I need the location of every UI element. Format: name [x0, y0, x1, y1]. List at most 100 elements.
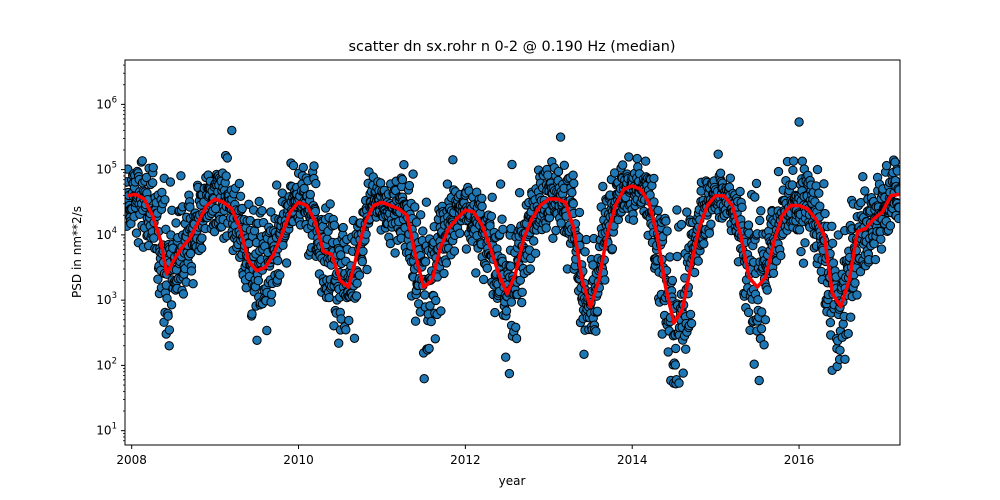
scatter-point — [497, 214, 507, 224]
scatter-point — [397, 174, 408, 185]
scatter-point — [185, 202, 195, 212]
scatter-point — [591, 326, 601, 336]
scatter-point — [430, 334, 440, 344]
scatter-point — [324, 292, 334, 303]
scatter-point — [485, 221, 495, 231]
scatter-point — [713, 149, 723, 159]
scatter-point — [275, 270, 285, 280]
scatter-point — [486, 211, 497, 222]
y-tick-label: 103 — [96, 291, 117, 307]
scatter-point — [743, 307, 754, 318]
scatter-point — [794, 225, 805, 235]
scatter-point — [568, 199, 578, 209]
scatter-point — [671, 343, 681, 354]
scatter-point — [354, 270, 365, 280]
scatter-point — [507, 159, 517, 170]
y-tick-label: 104 — [96, 226, 117, 242]
scatter-point — [725, 173, 735, 183]
scatter-point — [568, 170, 578, 180]
scatter-point — [556, 218, 566, 228]
scatter-point — [525, 264, 535, 274]
scatter-point — [674, 378, 684, 388]
scatter-point — [298, 162, 308, 173]
scatter-point — [163, 311, 173, 321]
scatter-point — [487, 192, 497, 203]
chart-title: scatter dn sx.rohr n 0-2 @ 0.190 Hz (med… — [349, 39, 676, 55]
scatter-point — [754, 375, 764, 386]
scatter-point — [812, 164, 823, 175]
scatter-point — [814, 188, 824, 198]
scatter-point — [788, 156, 799, 166]
scatter-point — [431, 295, 441, 306]
scatter-point — [580, 247, 590, 257]
scatter-point — [858, 172, 868, 182]
scatter-point — [743, 220, 754, 230]
scatter-point — [501, 306, 512, 316]
median-line — [127, 184, 900, 325]
scatter-point — [840, 354, 850, 364]
scatter-point — [197, 243, 207, 254]
scatter-point — [796, 246, 806, 257]
scatter-point — [504, 368, 515, 379]
scatter-point — [776, 250, 786, 261]
scatter-point — [439, 268, 449, 279]
scatter-point — [838, 319, 848, 329]
y-tick-label: 106 — [96, 95, 117, 111]
scatter-point — [390, 248, 400, 258]
scatter-point — [506, 297, 517, 307]
scatter-point — [490, 307, 500, 318]
scatter-point — [234, 178, 245, 189]
scatter-point — [185, 248, 196, 259]
scatter-point — [850, 278, 860, 288]
scatter-point — [706, 219, 716, 229]
scatter-point — [672, 251, 682, 262]
scatter-point — [171, 218, 181, 228]
scatter-point — [827, 221, 837, 232]
scatter-point — [418, 226, 428, 236]
scatter-point — [835, 345, 845, 355]
scatter-point — [632, 153, 642, 164]
scatter-point — [329, 321, 339, 331]
scatter-point — [309, 161, 319, 171]
scatter-point — [336, 314, 346, 324]
scatter-point — [188, 279, 198, 289]
scatter-point — [349, 333, 360, 343]
scatter-point — [221, 171, 231, 181]
scatter-point — [498, 224, 508, 235]
scatter-point — [436, 306, 446, 316]
scatter-point — [517, 287, 527, 297]
y-tick-label: 101 — [96, 422, 117, 438]
plot-area-frame — [124, 59, 901, 446]
scatter-point — [505, 261, 516, 271]
scatter-point — [600, 275, 610, 285]
scatter-point — [441, 258, 452, 268]
scatter-point — [166, 300, 177, 310]
scatter-point — [529, 236, 539, 246]
scatter-point — [517, 297, 527, 308]
scatter-point — [227, 125, 237, 136]
scatter-point — [357, 256, 367, 267]
scatter-point — [555, 132, 566, 142]
scatter-point — [288, 160, 299, 171]
scatter-point — [351, 291, 362, 301]
scatter-point — [663, 347, 673, 357]
scatter-point — [876, 234, 886, 245]
scatter-point — [178, 289, 189, 299]
scatter-point — [477, 201, 487, 212]
scatter-point — [685, 309, 696, 320]
scatter-point — [548, 233, 558, 244]
scatter-point — [735, 186, 745, 197]
scatter-point — [855, 267, 866, 277]
x-axis-label: year — [499, 474, 526, 488]
y-tick-label: 105 — [96, 161, 117, 177]
scatter-point — [753, 295, 763, 305]
scatter-point — [737, 202, 747, 213]
scatter-point — [137, 156, 148, 166]
scatter-point — [715, 168, 726, 178]
scatter-point — [846, 312, 856, 322]
scatter-point — [341, 325, 351, 335]
scatter-point — [273, 256, 283, 266]
scatter-point — [893, 213, 900, 224]
scatter-point — [885, 221, 896, 231]
y-tick-label: 102 — [96, 356, 117, 372]
